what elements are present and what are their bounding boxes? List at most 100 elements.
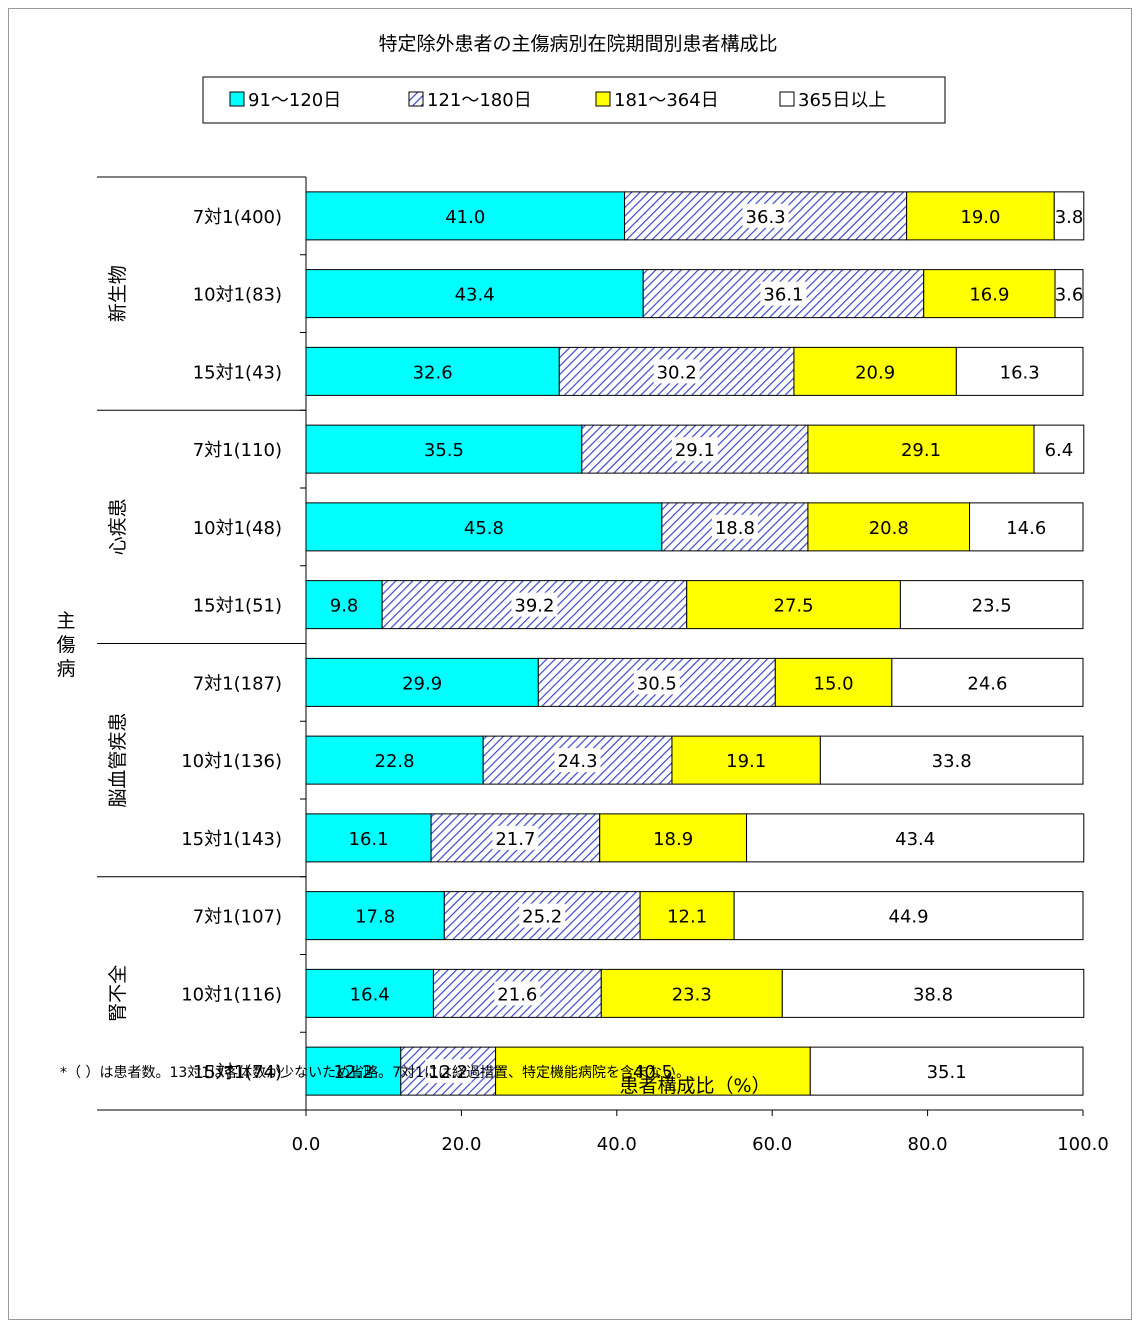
legend-label: 181〜364日: [614, 90, 719, 111]
y-axis: 7対1(400) 10対1(83) 15対1(43) 7対1(110) 10対1(48)…: [97, 176, 307, 1111]
data-label: 24.3: [558, 751, 598, 772]
group-label: 新生物: [107, 265, 129, 322]
row-label: 7対1(110): [193, 440, 282, 461]
data-label: 22.8: [375, 751, 415, 772]
data-label: 43.4: [455, 285, 495, 306]
bar-segment: [305, 424, 583, 474]
data-label-bg: [711, 514, 758, 539]
bar-segment: [819, 735, 1084, 785]
data-label: 33.8: [932, 751, 972, 772]
data-label-bg: [554, 748, 601, 773]
row-label: 15対1(74): [193, 1062, 282, 1083]
data-label: 20.8: [869, 518, 909, 539]
data-label: 19.0: [960, 207, 1000, 228]
bar-segment: [969, 502, 1084, 552]
chart-frame: [8, 8, 1132, 1320]
data-label: 14.6: [1006, 518, 1046, 539]
data-label: 3.6: [1055, 285, 1084, 306]
data-label: 35.5: [424, 440, 464, 461]
bar-segment: [600, 968, 783, 1018]
data-label-bg: [494, 981, 541, 1006]
bar-segment: [891, 657, 1084, 707]
bar-segment: [305, 891, 445, 941]
data-label: 27.5: [774, 596, 814, 617]
bar-segment: [671, 735, 821, 785]
data-label-bg: [511, 592, 558, 617]
data-label: 29.1: [901, 440, 941, 461]
data-label: 15.0: [814, 673, 854, 694]
bar-segment: [686, 580, 901, 630]
bar-segment: [430, 813, 601, 863]
y-axis-label: 主傷病: [56, 610, 75, 680]
footnote: *（ ）は患者数。13対1は客体数が少ないため省略。7対1には経過措置、特定機能…: [60, 1065, 690, 1081]
row-label: 10対1(136): [181, 751, 282, 772]
bar-segment: [305, 968, 434, 1018]
legend-box: [202, 76, 946, 124]
legend-swatch: [229, 91, 245, 107]
data-label-bg: [633, 670, 680, 695]
row-label: 10対1(83): [193, 285, 282, 306]
data-label-bg: [742, 203, 789, 228]
plot-area: 41.0 36.3 19.0 3.8 43.4 36.1 16.9 3.6 32.6 30.2 20…: [305, 191, 1085, 1096]
group-label: 腎不全: [107, 965, 129, 1022]
x-tick-label: 60.0: [752, 1134, 792, 1155]
x-tick-label: 0.0: [292, 1134, 321, 1155]
data-label-bg: [425, 1059, 472, 1084]
data-label: 16.4: [350, 984, 390, 1005]
data-label: 44.9: [889, 907, 929, 928]
data-label: 36.3: [746, 207, 786, 228]
data-label: 29.9: [402, 673, 442, 694]
x-tick-label: 20.0: [441, 1134, 481, 1155]
legend-label: 365日以上: [798, 90, 886, 111]
bar-segment: [899, 580, 1084, 630]
bar-segment: [781, 968, 1085, 1018]
y-axis-label-char: 主: [56, 610, 75, 632]
data-label-bg: [492, 825, 539, 850]
row-label: 15対1(51): [193, 596, 282, 617]
data-label: 12.2: [333, 1062, 373, 1083]
row-label: 7対1(107): [193, 907, 282, 928]
group-label: 心疾患: [107, 498, 129, 555]
legend-swatch: [779, 91, 795, 107]
data-label: 16.9: [969, 285, 1009, 306]
x-tick-label: 80.0: [908, 1134, 948, 1155]
data-label: 39.2: [514, 596, 554, 617]
data-label: 43.4: [895, 829, 935, 850]
bar-segment: [305, 735, 484, 785]
data-label: 20.9: [855, 362, 895, 383]
bar-segment: [1054, 269, 1084, 319]
x-axis-label: 患者構成比（%）: [619, 1075, 770, 1097]
data-label: 38.8: [913, 984, 953, 1005]
bar-segment: [746, 813, 1085, 863]
bar-segment: [807, 502, 971, 552]
bar-segment: [305, 502, 663, 552]
legend-swatch: [408, 91, 424, 107]
data-label: 21.6: [497, 984, 537, 1005]
data-label: 41.0: [445, 207, 485, 228]
data-label: 36.1: [763, 285, 803, 306]
bar-segment: [809, 1046, 1084, 1096]
data-label: 17.8: [355, 907, 395, 928]
row-label: 10対1(116): [181, 984, 282, 1005]
legend-label: 91〜120日: [248, 90, 341, 111]
data-label: 12.1: [667, 907, 707, 928]
row-label: 15対1(143): [181, 829, 282, 850]
bar-segment: [495, 1046, 811, 1096]
data-label: 23.5: [972, 596, 1012, 617]
bar-segment: [923, 269, 1056, 319]
data-label: 40.5: [633, 1062, 673, 1083]
bar-segment: [955, 346, 1084, 396]
data-label: 32.6: [413, 362, 453, 383]
data-label: 29.1: [675, 440, 715, 461]
data-label: 16.3: [1000, 362, 1040, 383]
data-label: 30.2: [657, 362, 697, 383]
x-tick-label: 40.0: [597, 1134, 637, 1155]
data-label: 19.1: [726, 751, 766, 772]
data-label-bg: [671, 437, 718, 462]
data-label-bg: [519, 903, 566, 928]
bar-segment: [305, 813, 432, 863]
bar-segment: [639, 891, 735, 941]
row-label: 15対1(43): [193, 362, 282, 383]
y-axis-label-char: 病: [56, 658, 75, 680]
data-label: 6.4: [1045, 440, 1074, 461]
